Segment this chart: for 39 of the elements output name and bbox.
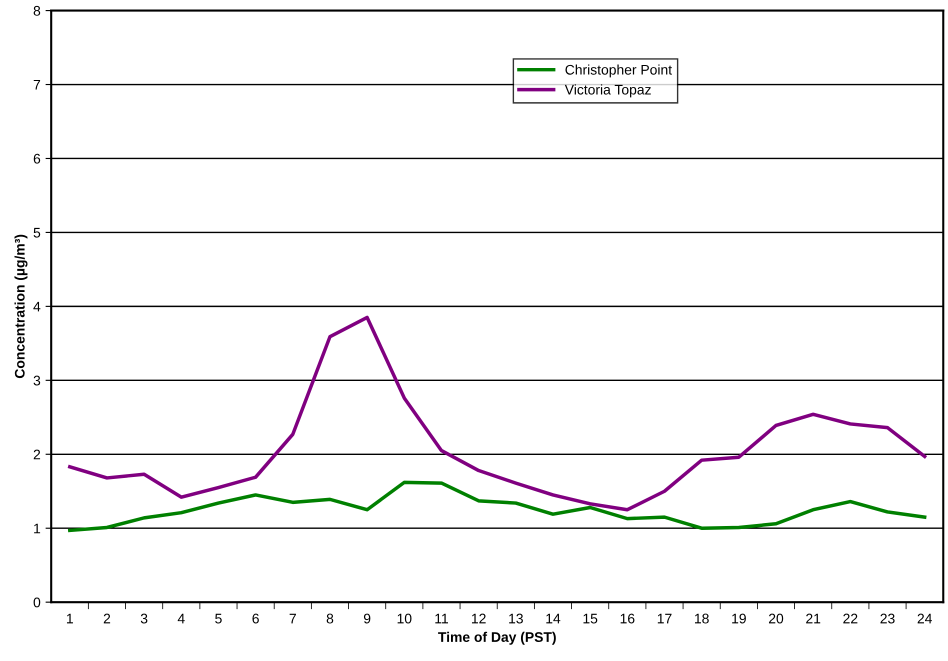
x-tick-label: 15	[583, 614, 598, 624]
line-series	[68, 480, 926, 532]
y-axis-title: Concentration (µg/m³)	[14, 234, 28, 378]
y-tick-label: 1	[34, 524, 40, 534]
x-tick-label: 19	[732, 614, 746, 624]
x-tick-label: 9	[364, 614, 370, 624]
y-tick-label: 5	[34, 228, 40, 238]
x-tick-label: 14	[546, 614, 560, 624]
legend-label: Christopher Point	[565, 64, 672, 78]
line-series	[68, 316, 926, 512]
x-tick-label: 7	[290, 614, 296, 624]
y-tick-label: 2	[34, 450, 40, 460]
x-tick-label: 2	[104, 614, 110, 624]
x-tick-label: 12	[472, 614, 486, 624]
legend-label: Victoria Topaz	[564, 84, 651, 98]
x-tick-label: 23	[880, 614, 895, 624]
y-tick-label: 7	[34, 80, 40, 90]
x-tick-label: 10	[398, 614, 412, 624]
x-tick-label: 1	[66, 614, 73, 624]
y-tick-label: 3	[34, 376, 40, 386]
x-tick-label: 22	[843, 614, 858, 624]
x-tick-label: 20	[768, 614, 784, 624]
x-tick-label: 13	[509, 614, 523, 624]
x-tick-label: 3	[140, 614, 148, 624]
y-tick-label: 0	[34, 598, 40, 608]
x-tick-label: 18	[694, 614, 709, 624]
x-tick-label: 4	[178, 614, 185, 624]
y-tick-label: 4	[33, 302, 40, 312]
x-tick-label: 21	[806, 614, 820, 624]
x-tick-label: 24	[918, 614, 932, 624]
x-tick-label: 17	[658, 614, 672, 624]
x-tick-label: 6	[252, 614, 259, 624]
x-tick-label: 8	[326, 614, 334, 624]
x-axis-title: Time of Day (PST)	[438, 632, 556, 645]
x-tick-label: 16	[620, 614, 634, 624]
x-tick-label: 11	[435, 614, 448, 624]
x-tick-label: 5	[215, 614, 222, 624]
y-tick-label: 6	[34, 154, 40, 164]
y-tick-label: 8	[34, 6, 40, 16]
